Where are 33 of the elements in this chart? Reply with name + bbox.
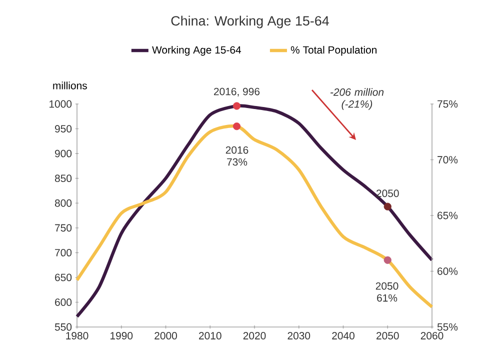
x-tick-label: 2040 xyxy=(332,332,354,340)
y-tick-label: 950 xyxy=(55,125,72,132)
chart-title: China: Working Age 15-64 xyxy=(171,16,329,28)
x-tick-label: 2060 xyxy=(420,332,444,340)
x-tick-label: 2000 xyxy=(154,332,177,340)
y2-tick-label: 70% xyxy=(438,156,458,164)
annotation: 2016 73% xyxy=(226,146,248,166)
legend-label: Working Age 15-64 xyxy=(152,46,242,56)
x-tick-label: 1990 xyxy=(110,332,133,340)
legend-label: % Total Population xyxy=(290,46,377,56)
annotation: 2050 xyxy=(376,190,399,198)
annotation: 2016, 996 xyxy=(214,88,260,96)
x-tick-label: 2030 xyxy=(288,332,310,340)
y-axis-title: millions xyxy=(53,82,87,90)
annotation: -206 million (-21%) xyxy=(330,88,384,110)
y-tick-label: 600 xyxy=(55,298,72,306)
y-tick-label: 900 xyxy=(55,150,72,158)
y-tick-label: 1000 xyxy=(50,100,72,108)
y-tick-label: 550 xyxy=(54,323,72,331)
x-tick-label: 2010 xyxy=(199,332,222,340)
x-tick-label: 1980 xyxy=(66,332,88,340)
y-tick-label: 650 xyxy=(55,274,72,282)
x-tick-label: 2020 xyxy=(243,332,266,340)
y-tick-label: 750 xyxy=(55,224,72,232)
annotation: 2050 61% xyxy=(376,282,398,302)
y-tick-label: 800 xyxy=(54,199,72,207)
y2-tick-label: 65% xyxy=(438,212,458,220)
y-tick-label: 850 xyxy=(54,174,72,182)
y-tick-label: 700 xyxy=(55,248,72,256)
y2-tick-label: 60% xyxy=(438,268,458,275)
x-tick-label: 2050 xyxy=(376,332,399,340)
y2-tick-label: 55% xyxy=(437,323,458,331)
y2-tick-label: 75% xyxy=(438,100,458,108)
